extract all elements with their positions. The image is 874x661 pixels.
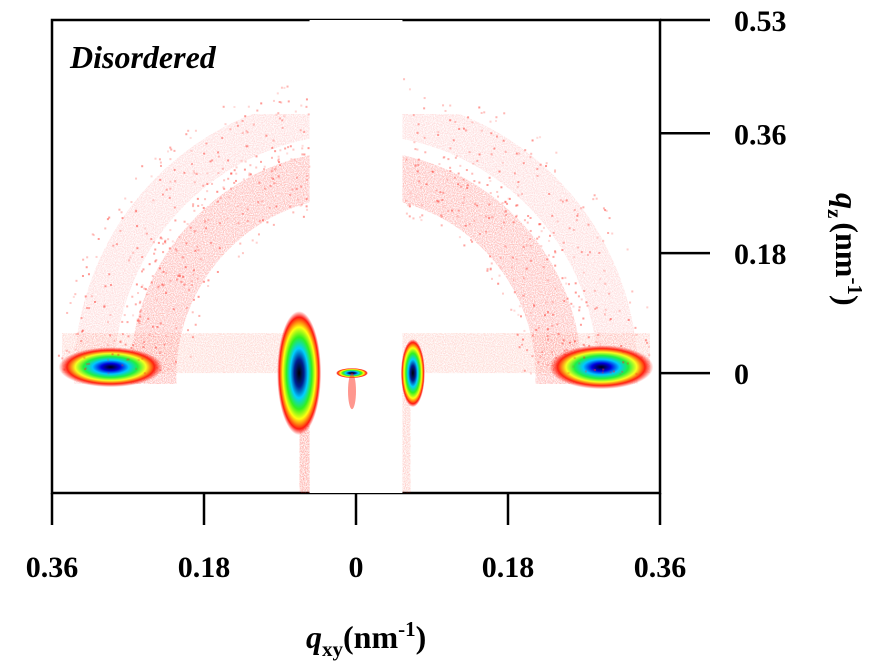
x-tick-label: 0.36: [26, 551, 79, 584]
x-axis-unit: (nm: [343, 619, 398, 655]
x-tick-label: 0.18: [482, 551, 535, 584]
x-tick-label: 0.36: [634, 551, 687, 584]
panel-label: Disordered: [69, 39, 217, 75]
y-axis-title: qz (nm-1): [823, 193, 867, 306]
svg-text:qz(nm-1): qz (nm-1): [823, 193, 867, 306]
equatorial-peak-left: [58, 347, 163, 388]
y-axis-unit: (nm: [829, 222, 865, 277]
x-axis-ticks: 0.36 0.18 0 0.18 0.36: [26, 493, 687, 584]
y-tick-label: 0.53: [734, 5, 787, 38]
x-axis-subscript: xy: [322, 637, 344, 661]
y-axis-unit-close: ): [829, 295, 865, 306]
x-axis-title: qxy(nm-1): [306, 617, 426, 661]
y-axis-ticks: 0.53 0.36 0.18 0: [660, 5, 787, 391]
x-tick-label: 0.18: [178, 551, 231, 584]
y-axis-unit-exp: -1: [843, 277, 867, 295]
beamstop-edge-left: [277, 311, 322, 436]
svg-text:qxy(nm-1): qxy(nm-1): [306, 617, 426, 661]
x-axis-symbol: q: [306, 619, 322, 655]
y-axis-subscript: z: [823, 209, 847, 218]
y-tick-label: 0.18: [734, 238, 787, 271]
scattering-pattern: [57, 20, 654, 493]
y-tick-label: 0.36: [734, 118, 787, 151]
y-axis-symbol: q: [829, 193, 865, 209]
x-tick-label: 0: [349, 551, 364, 584]
beamstop-edge-right: [400, 339, 425, 408]
equatorial-peak-right: [549, 345, 654, 390]
x-axis-unit-exp: -1: [398, 617, 416, 641]
x-axis-unit-close: ): [416, 619, 427, 655]
y-tick-label: 0: [734, 358, 749, 391]
speckle: [57, 78, 651, 376]
plot-area: 0.36 0.18 0 0.18 0.36 0.53 0.36 0.18 0: [26, 5, 787, 584]
beamstop-shadow: [309, 20, 403, 493]
